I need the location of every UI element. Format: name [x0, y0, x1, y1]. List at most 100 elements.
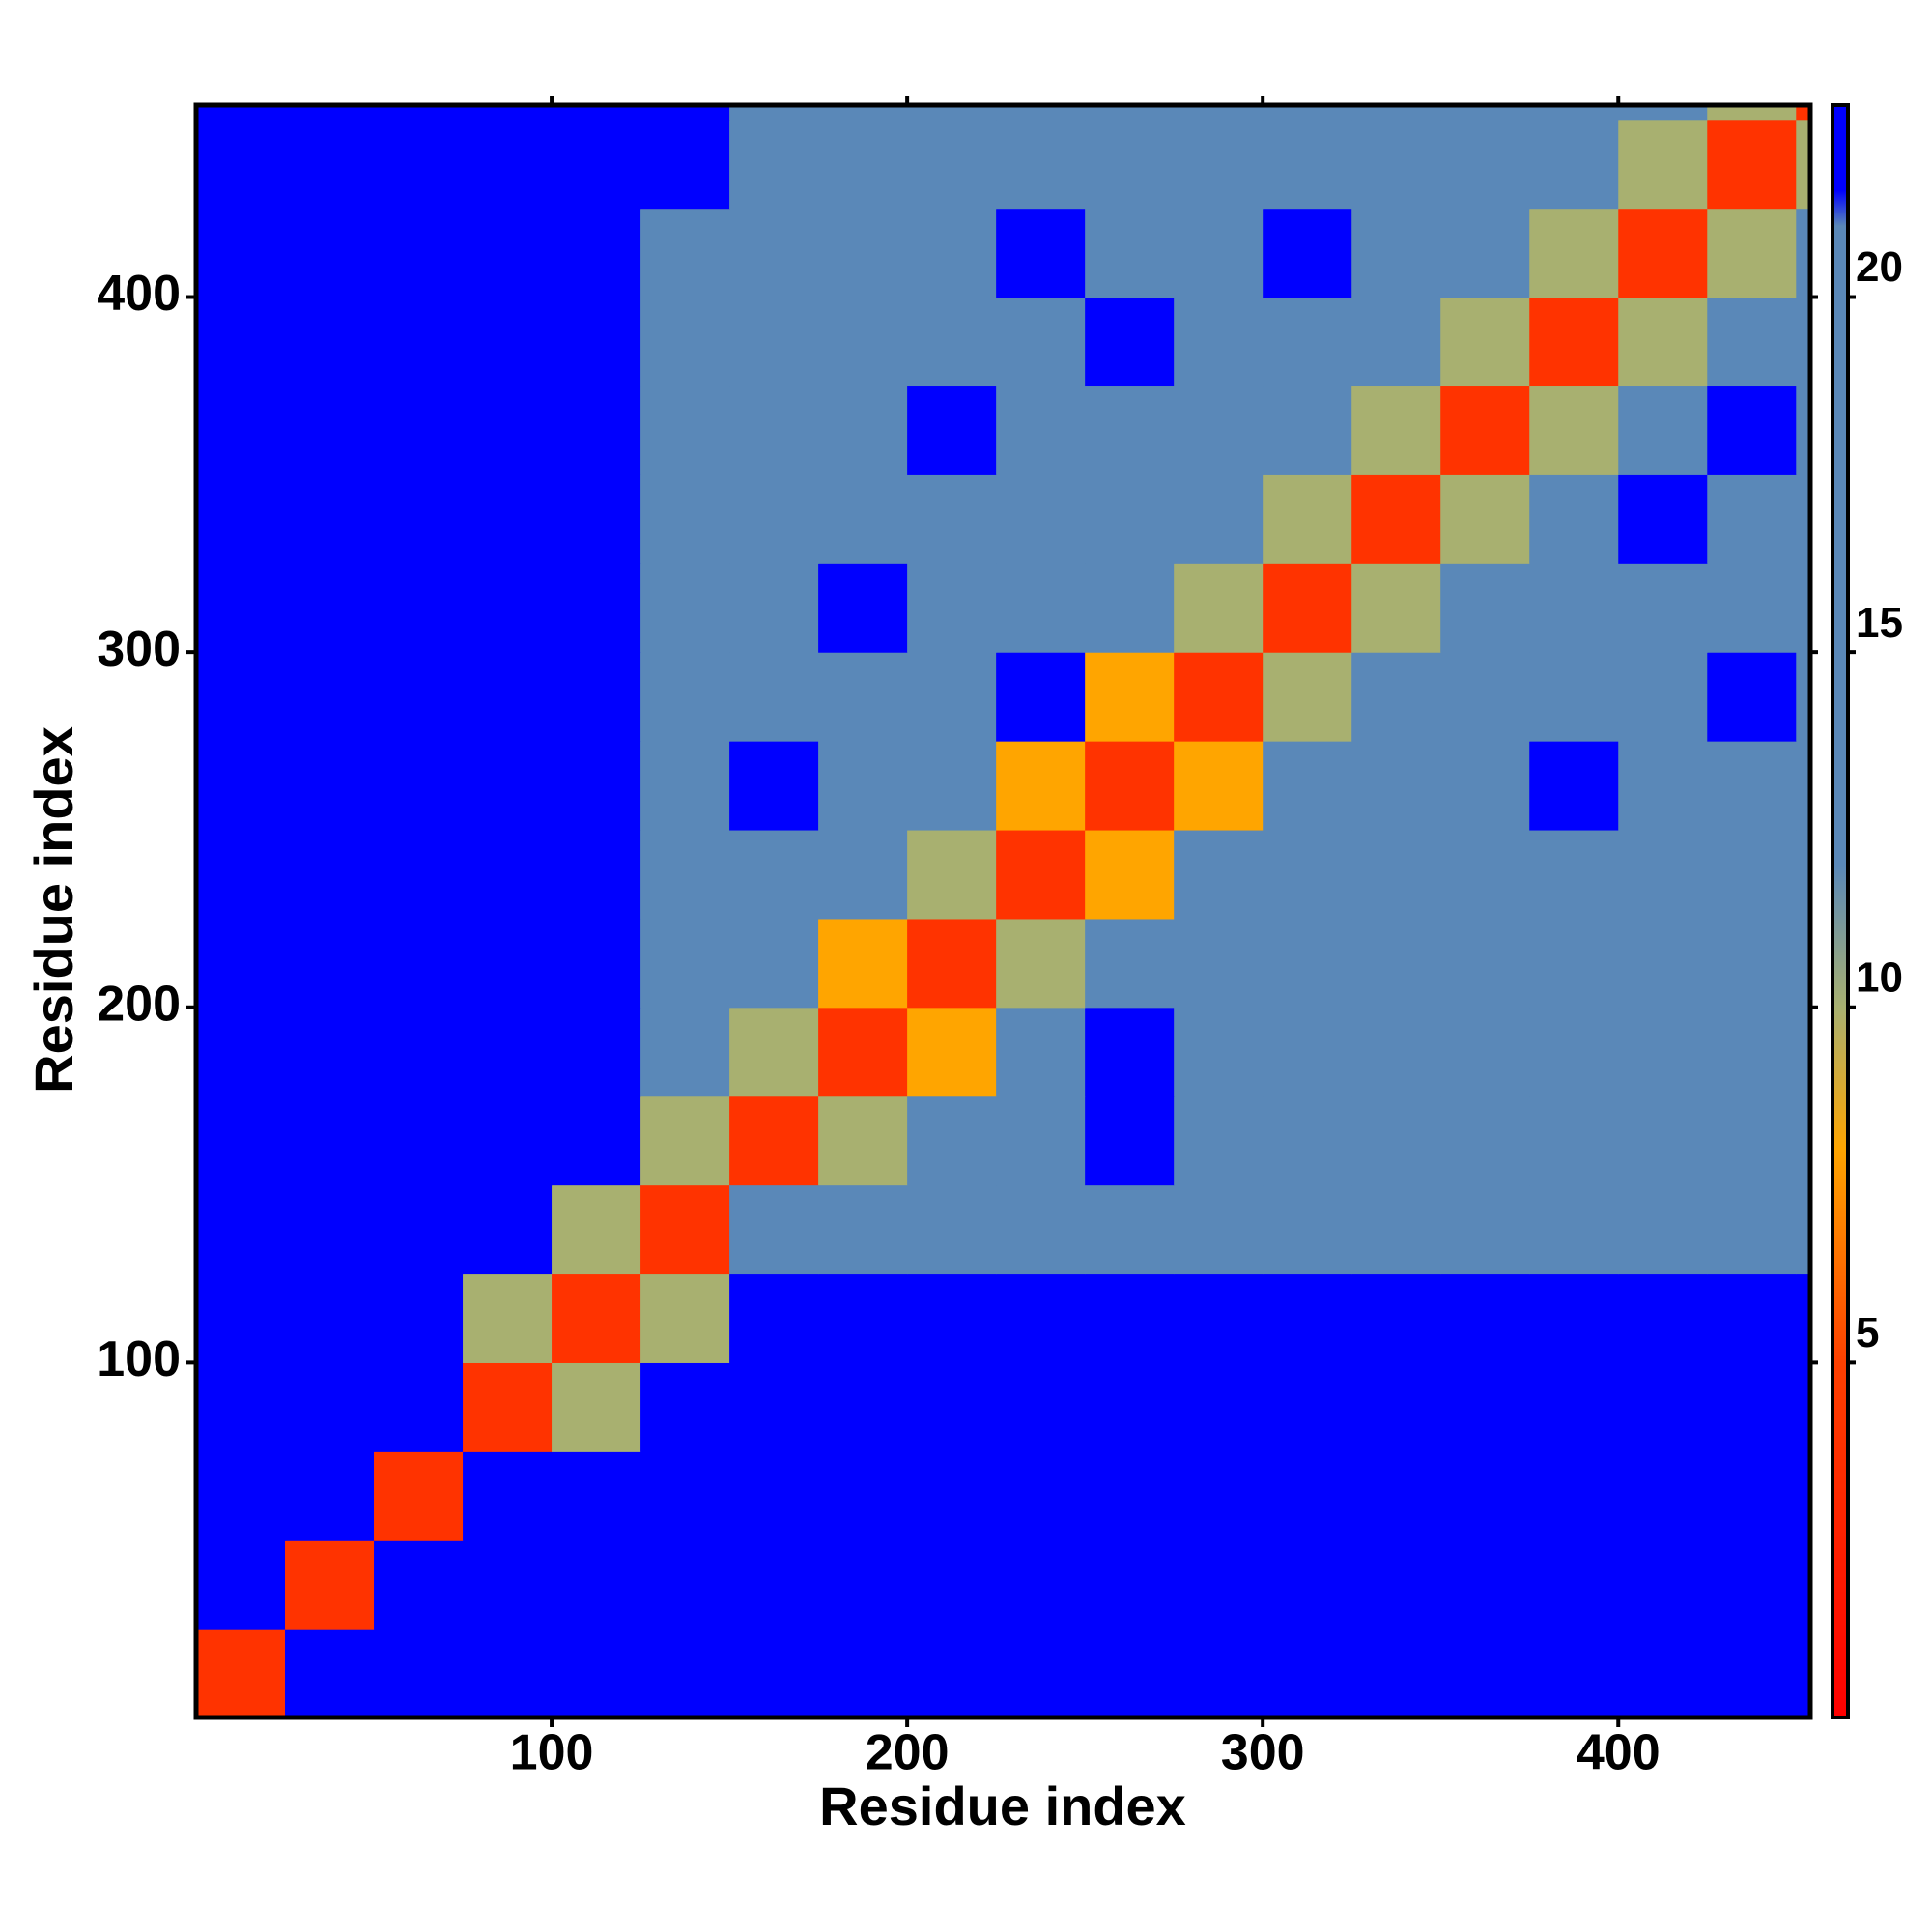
heatmap-cell — [996, 208, 1086, 298]
heatmap-cell — [729, 652, 819, 742]
heatmap-cell — [996, 918, 1086, 1009]
heatmap-cell — [996, 563, 1086, 653]
heatmap-cell — [1796, 741, 1811, 831]
heatmap-cell — [463, 652, 553, 742]
heatmap-cell — [1796, 1095, 1811, 1186]
heatmap-cell — [1085, 105, 1175, 121]
heatmap-cell — [1263, 1629, 1352, 1719]
heatmap-cell — [1707, 829, 1797, 920]
heatmap-cell — [1263, 1007, 1352, 1097]
heatmap-cell — [552, 105, 641, 121]
heatmap-cell — [907, 1451, 997, 1541]
heatmap-cell — [907, 105, 997, 121]
x-tick-label: 400 — [1577, 1725, 1661, 1781]
heatmap-cell — [1796, 563, 1811, 653]
heatmap-cell — [996, 1629, 1086, 1719]
heatmap-cell — [1796, 105, 1811, 121]
heatmap-cell — [1440, 474, 1530, 564]
heatmap-cell — [1707, 297, 1797, 387]
heatmap-cell — [818, 105, 908, 121]
heatmap-cell — [374, 918, 464, 1009]
heatmap-cell — [285, 741, 375, 831]
heatmap-cell — [818, 741, 908, 831]
heatmap-cell — [729, 474, 819, 564]
heatmap-cell — [1618, 1273, 1708, 1363]
heatmap-cell — [285, 119, 375, 210]
heatmap-cell — [1618, 652, 1708, 742]
heatmap-cell — [1174, 119, 1264, 210]
heatmap-cell — [285, 1273, 375, 1363]
heatmap-cell — [196, 105, 286, 121]
heatmap-cell — [1618, 1362, 1708, 1452]
heatmap-cell — [285, 1451, 375, 1541]
heatmap-cell — [1618, 1184, 1708, 1275]
heatmap-cell — [1351, 652, 1441, 742]
heatmap-cell — [285, 1007, 375, 1097]
heatmap-cell — [1707, 1184, 1797, 1275]
heatmap-cell — [1440, 385, 1530, 475]
heatmap-cell — [1085, 1007, 1175, 1097]
heatmap-cell — [1174, 1451, 1264, 1541]
heatmap-cell — [1085, 1184, 1175, 1275]
heatmap-cell — [1529, 208, 1619, 298]
colorbar — [1831, 103, 1850, 1719]
heatmap-cell — [907, 474, 997, 564]
heatmap-cell — [1263, 829, 1352, 920]
heatmap-cell — [640, 1629, 730, 1719]
heatmap-cell — [552, 1629, 641, 1719]
heatmap-cell — [640, 105, 730, 121]
heatmap-cell — [552, 208, 641, 298]
heatmap-cell — [1529, 918, 1619, 1009]
x-axis-title: Residue index — [819, 1776, 1186, 1836]
heatmap-cell — [1618, 474, 1708, 564]
heatmap-cell — [1174, 1095, 1264, 1186]
heatmap-cell — [463, 1451, 553, 1541]
heatmap-cell — [1351, 474, 1441, 564]
heatmap-cell — [1440, 1629, 1530, 1719]
heatmap-cell — [640, 1362, 730, 1452]
heatmap-cell — [552, 1451, 641, 1541]
heatmap-cell — [374, 652, 464, 742]
heatmap-cell — [374, 297, 464, 387]
heatmap-cell — [1707, 563, 1797, 653]
heatmap-cell — [1796, 1007, 1811, 1097]
heatmap-cell — [1263, 1095, 1352, 1186]
heatmap-cell — [1174, 208, 1264, 298]
heatmap-cell — [1263, 1540, 1352, 1630]
heatmap-cell — [463, 1007, 553, 1097]
heatmap-cell — [1351, 563, 1441, 653]
heatmap-cell — [1085, 1451, 1175, 1541]
heatmap-cell — [1440, 1540, 1530, 1630]
heatmap-cell — [1440, 1273, 1530, 1363]
heatmap-cell — [1440, 208, 1530, 298]
heatmap-cell — [552, 829, 641, 920]
heatmap-cell — [552, 297, 641, 387]
heatmap-cell — [1263, 474, 1352, 564]
heatmap-cell — [463, 563, 553, 653]
heatmap-cell — [907, 1540, 997, 1630]
heatmap-cell — [374, 105, 464, 121]
heatmap-cell — [996, 105, 1086, 121]
heatmap-cell — [196, 385, 286, 475]
heatmap-cell — [285, 1540, 375, 1630]
heatmap-cell — [1618, 385, 1708, 475]
heatmap-cell — [374, 208, 464, 298]
heatmap-cell — [285, 918, 375, 1009]
heatmap-cell — [1440, 1451, 1530, 1541]
heatmap-cell — [640, 652, 730, 742]
heatmap-cell — [374, 1007, 464, 1097]
heatmap-cell — [1796, 1629, 1811, 1719]
heatmap-cell — [1085, 385, 1175, 475]
heatmap-cell — [1174, 1629, 1264, 1719]
y-axis-title: Residue index — [23, 726, 84, 1094]
heatmap-cell — [640, 474, 730, 564]
heatmap-cell — [996, 652, 1086, 742]
heatmap-cell — [729, 1184, 819, 1275]
heatmap-cell — [1796, 829, 1811, 920]
heatmap-cell — [729, 105, 819, 121]
heatmap-cell — [1351, 1629, 1441, 1719]
heatmap-cell — [907, 1273, 997, 1363]
heatmap-cell — [640, 208, 730, 298]
heatmap-cell — [729, 829, 819, 920]
heatmap-cell — [1174, 1362, 1264, 1452]
